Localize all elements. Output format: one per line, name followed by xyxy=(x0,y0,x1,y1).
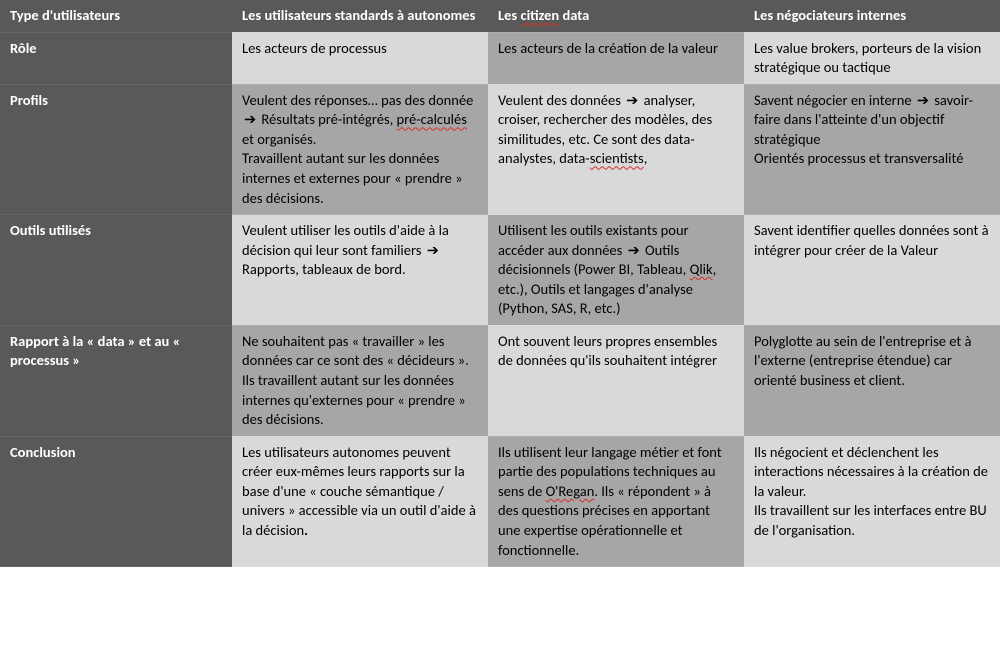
row-label-role: Rôle xyxy=(0,32,232,84)
outils-standards: Veulent utiliser les outils d'aide à la … xyxy=(232,215,488,326)
conclusion-citizen: Ils utilisent leur langage métier et fon… xyxy=(488,436,744,566)
header-negociateurs: Les négociateurs internes xyxy=(744,0,1000,32)
row-label-rapport: Rapport à la « data » et au « processus … xyxy=(0,325,232,436)
outils-negociateurs: Savent identifier quelles données sont à… xyxy=(744,215,1000,326)
role-standards: Les acteurs de processus xyxy=(232,32,488,84)
concl-std-a: Les utilisateurs autonomes peuvent créer… xyxy=(242,443,476,539)
arrow-icon: ➔ xyxy=(624,91,640,109)
header-type: Type d'utilisateurs xyxy=(0,0,232,32)
table-header-row: Type d'utilisateurs Les utilisateurs sta… xyxy=(0,0,1000,32)
arrow-icon: ➔ xyxy=(242,110,258,128)
profils-neg-c: Orientés processus et transversalité xyxy=(754,149,963,167)
row-rapport: Rapport à la « data » et au « processus … xyxy=(0,325,1000,436)
profils-std-a: Veulent des réponses… pas des donnée xyxy=(242,91,473,109)
row-label-profils: Profils xyxy=(0,84,232,214)
conclusion-citizen-clip: Ils utilisent leur langage métier et fon… xyxy=(498,443,734,560)
outils-std-a: Veulent utiliser les outils d'aide à la … xyxy=(242,221,449,259)
concl-neg-b: Ils travaillent sur les interfaces entre… xyxy=(754,501,987,539)
arrow-icon: ➔ xyxy=(626,241,642,259)
row-role: Rôle Les acteurs de processus Les acteur… xyxy=(0,32,1000,84)
rapport-citizen: Ont souvent leurs propres ensembles de d… xyxy=(488,325,744,436)
arrow-icon: ➔ xyxy=(915,91,931,109)
arrow-icon: ➔ xyxy=(425,241,441,259)
outils-citizen: Utilisent les outils existants pour accé… xyxy=(488,215,744,326)
profils-cit-a: Veulent des données xyxy=(498,91,624,109)
outils-cit-c: Qlik xyxy=(690,260,713,278)
conclusion-standards-clip: Les utilisateurs autonomes peuvent créer… xyxy=(242,443,478,541)
profils-citizen: Veulent des données ➔ analyser, croiser,… xyxy=(488,84,744,214)
row-outils: Outils utilisés Veulent utiliser les out… xyxy=(0,215,1000,326)
header-citizen-c: data xyxy=(559,6,589,24)
concl-std-b: . xyxy=(304,521,308,539)
row-label-conclusion: Conclusion xyxy=(0,436,232,566)
header-citizen-a: Les xyxy=(498,6,521,24)
profils-std-c: pré-calculés xyxy=(397,110,467,128)
profils-std-e: Travaillent autant sur les données inter… xyxy=(242,149,463,206)
profils-std-b: Résultats pré-intégrés, xyxy=(258,110,396,128)
profils-cit-d: , xyxy=(644,149,648,167)
conclusion-negociateurs-clip: Ils négocient et déclenchent les interac… xyxy=(754,443,990,541)
header-citizen-data: Les citizen data xyxy=(488,0,744,32)
user-types-table: Type d'utilisateurs Les utilisateurs sta… xyxy=(0,0,1000,567)
profils-negociateurs: Savent négocier en interne ➔ savoir-fair… xyxy=(744,84,1000,214)
row-profils: Profils Veulent des réponses… pas des do… xyxy=(0,84,1000,214)
conclusion-standards: Les utilisateurs autonomes peuvent créer… xyxy=(232,436,488,566)
profils-standards: Veulent des réponses… pas des donnée ➔ R… xyxy=(232,84,488,214)
concl-cit-b: O'Regan xyxy=(546,482,595,500)
header-standards: Les utilisateurs standards à autonomes xyxy=(232,0,488,32)
outils-std-b: Rapports, tableaux de bord. xyxy=(242,260,406,278)
concl-neg-a: Ils négocient et déclenchent les interac… xyxy=(754,443,988,500)
rapport-standards: Ne souhaitent pas « travailler » les don… xyxy=(232,325,488,436)
profils-neg-a: Savent négocier en interne xyxy=(754,91,915,109)
profils-cit-c: scientists xyxy=(590,149,644,167)
profils-std-d: et organisés. xyxy=(242,130,316,148)
row-conclusion: Conclusion Les utilisateurs autonomes pe… xyxy=(0,436,1000,566)
role-negociateurs: Les value brokers, porteurs de la vision… xyxy=(744,32,1000,84)
rapport-negociateurs: Polyglotte au sein de l'entreprise et à … xyxy=(744,325,1000,436)
row-label-outils: Outils utilisés xyxy=(0,215,232,326)
header-citizen-b: citizen xyxy=(521,6,560,24)
conclusion-negociateurs: Ils négocient et déclenchent les interac… xyxy=(744,436,1000,566)
role-citizen: Les acteurs de la création de la valeur xyxy=(488,32,744,84)
